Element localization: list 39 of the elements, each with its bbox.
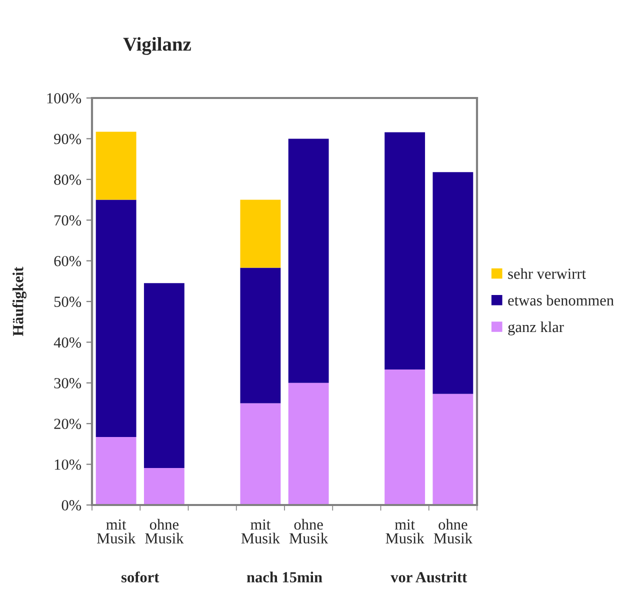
bar — [144, 283, 184, 468]
bar — [240, 200, 281, 268]
bar — [288, 382, 329, 505]
x-tick-label: mit Musik — [241, 519, 280, 544]
y-tick-label: 40% — [54, 337, 82, 348]
bar — [384, 132, 426, 370]
bar — [288, 138, 329, 383]
x-tick-label: ohne Musik — [434, 518, 472, 544]
y-tick-label: 10% — [54, 459, 82, 470]
y-tick-label: 70% — [54, 215, 82, 226]
y-tick-label: 90% — [54, 134, 82, 144]
bar — [96, 200, 136, 438]
text: vor Austritt — [390, 572, 468, 582]
bar — [96, 437, 136, 505]
x-tick-label: mit Musik — [96, 519, 136, 544]
bar — [144, 468, 184, 505]
text: nach 15min — [246, 572, 322, 582]
x-tick-label: ohne Musik — [145, 518, 184, 544]
bar — [240, 403, 281, 505]
bar — [96, 132, 136, 200]
y-tick-label: 0% — [62, 500, 82, 510]
y-tick-label: 20% — [54, 418, 82, 430]
y-tick-label: 100% — [47, 93, 82, 104]
legend-label: ganz klar — [508, 321, 564, 336]
x-tick-label: ohne Musik — [289, 518, 328, 544]
y-tick-label: 80% — [54, 174, 82, 185]
bar — [384, 369, 426, 505]
y-tick-label: 50% — [54, 296, 82, 307]
y-tick-label: 60% — [54, 256, 82, 266]
x-tick-label: mit Musik — [386, 519, 424, 544]
legend-label: etwas benommen — [508, 294, 614, 306]
legend-label: sehr verwirrt — [508, 268, 586, 279]
y-axis-title: Häufigkeit — [12, 266, 26, 336]
text: sofort — [122, 572, 160, 582]
bar — [432, 394, 474, 505]
bar — [432, 172, 474, 394]
chart-title: Vigilanz — [123, 37, 191, 55]
y-tick-label: 30% — [54, 378, 82, 388]
bar — [240, 268, 281, 404]
